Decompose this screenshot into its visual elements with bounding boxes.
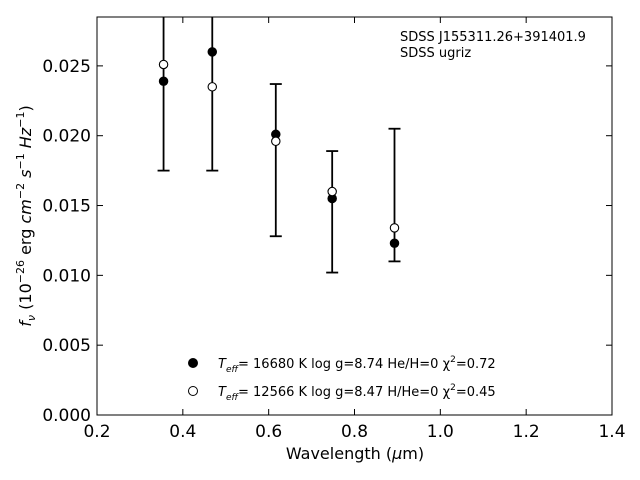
y-tick-label: 0.000: [42, 406, 91, 426]
x-tick-label: 0.8: [341, 422, 368, 442]
plot-area: [96, 16, 613, 416]
x-tick-label: 0.2: [83, 422, 110, 442]
x-tick-label: 1.4: [598, 422, 625, 442]
y-axis-label: fν (10−26 erg cm−2 s−1 Hz−1): [14, 105, 38, 326]
y-tick-label: 0.020: [42, 127, 91, 147]
legend-marker-open: [188, 386, 198, 396]
x-tick-label: 0.4: [169, 422, 196, 442]
ticks: 0.2 0.4 0.6 0.8 1.0 1.2 1.4 0.000 0.005 0.010 0.01…: [42, 17, 626, 442]
annotation: SDSS J155311.26+391401.9 SDSS ugriz: [400, 30, 586, 61]
x-tick-label: 1.2: [513, 422, 540, 442]
open-point: [271, 136, 281, 147]
data-points: [158, 47, 400, 248]
filled-point: [158, 76, 169, 86]
annotation-line-2: SDSS ugriz: [400, 46, 471, 61]
y-tick-label: 0.015: [42, 197, 91, 217]
legend: Teff= 16680 K log g=8.74 He/H=0 χ2=0.72 …: [188, 355, 496, 403]
x-tick-label: 1.0: [427, 422, 454, 442]
filled-point: [389, 238, 400, 248]
y-tick-label: 0.010: [42, 266, 91, 286]
open-point: [158, 59, 169, 70]
legend-entry-2: Teff= 12566 K log g=8.47 H/He=0 χ2=0.45: [218, 383, 496, 403]
open-point: [327, 186, 337, 197]
x-tick-label: 0.6: [255, 422, 282, 442]
legend-marker-filled: [188, 358, 198, 368]
open-point: [389, 223, 400, 233]
axes-frame: [96, 16, 613, 416]
x-axis-label: Wavelength (μm): [286, 444, 424, 463]
y-tick-label: 0.025: [42, 57, 91, 77]
legend-entry-1: Teff= 16680 K log g=8.74 He/H=0 χ2=0.72: [218, 355, 496, 375]
open-point: [207, 82, 218, 92]
filled-point: [207, 47, 218, 57]
y-tick-label: 0.005: [42, 336, 91, 356]
annotation-line-1: SDSS J155311.26+391401.9: [400, 30, 586, 45]
